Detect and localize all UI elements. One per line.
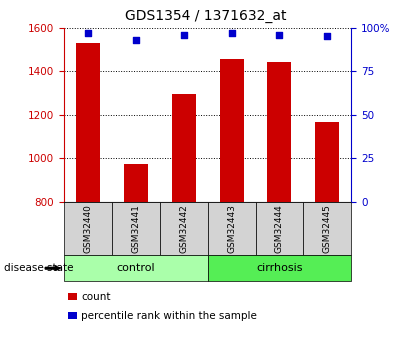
Text: disease state: disease state <box>4 263 74 273</box>
Point <box>276 32 283 37</box>
Text: GDS1354 / 1371632_at: GDS1354 / 1371632_at <box>125 9 286 23</box>
Text: GSM32443: GSM32443 <box>227 204 236 253</box>
Text: count: count <box>81 292 111 302</box>
Point <box>84 30 91 36</box>
Point <box>180 32 187 37</box>
Bar <box>315 122 339 202</box>
Bar <box>124 164 148 202</box>
Text: GSM32440: GSM32440 <box>83 204 92 253</box>
Bar <box>76 43 100 202</box>
Point <box>324 33 331 39</box>
Text: GSM32442: GSM32442 <box>179 204 188 253</box>
Text: cirrhosis: cirrhosis <box>256 263 303 273</box>
Text: GSM32444: GSM32444 <box>275 204 284 253</box>
Bar <box>268 62 291 202</box>
Text: control: control <box>116 263 155 273</box>
Text: GSM32445: GSM32445 <box>323 204 332 253</box>
Point <box>132 37 139 42</box>
Point <box>228 30 235 36</box>
Bar <box>219 59 243 202</box>
Text: percentile rank within the sample: percentile rank within the sample <box>81 311 257 321</box>
Text: GSM32441: GSM32441 <box>131 204 140 253</box>
Bar <box>172 94 196 202</box>
